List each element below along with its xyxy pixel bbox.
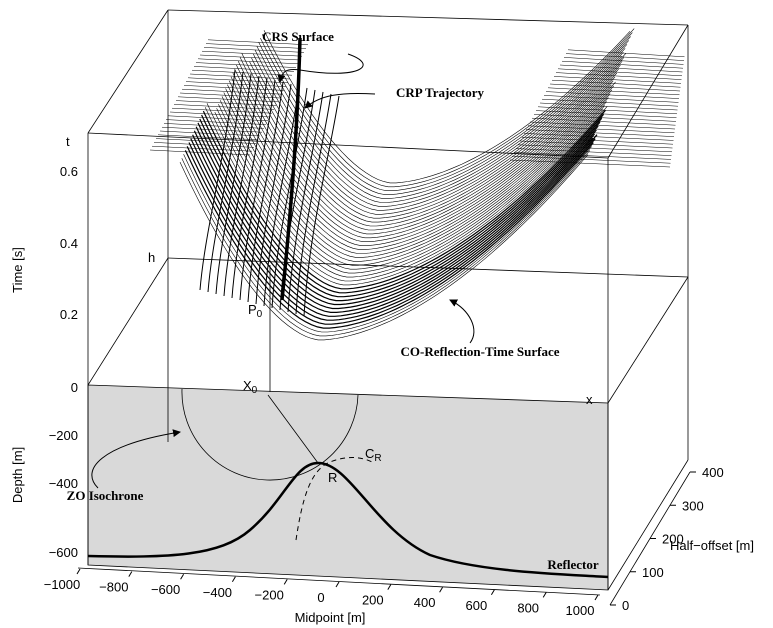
tick-mark [284,579,287,584]
figure: CRS Surface CRP Trajectory CO-Reflection… [0,0,773,628]
tick-label: −200 [255,587,284,602]
co-curve [196,126,598,305]
tick-label: −600 [151,582,180,597]
flat-line [568,50,685,57]
flat-line [546,92,679,99]
axis-title: Depth [m] [10,447,25,503]
tick-mark [388,585,391,590]
annotation: CRP Trajectory [396,85,484,100]
tick-mark [336,582,339,587]
crs-line [200,70,235,290]
flat-line [552,80,681,87]
flat-line [548,88,680,95]
tick-label: 100 [642,565,664,580]
flat-line [536,111,677,118]
tick-label: −600 [49,545,78,560]
annotation: CRS Surface [262,29,334,44]
point-label: P0 [248,302,263,320]
flat-line [166,120,266,125]
co-curve [193,134,595,313]
flat-line [190,74,290,79]
flat-line [202,51,302,56]
co-curve [260,33,632,191]
tick-mark [440,587,443,592]
flat-line [550,84,680,91]
tick-label: 300 [682,498,704,513]
flat-line [172,108,272,113]
flat-line [164,123,264,128]
tick-label: 0 [317,590,324,605]
axis-title: Time [s] [10,247,25,293]
tick-label: 0 [622,598,629,613]
tick-label: 400 [414,595,436,610]
flat-line [544,95,679,102]
tick-label: −400 [203,585,232,600]
flat-line [192,70,292,75]
annotation: CO-Reflection-Time Surface [401,344,560,359]
tick-mark [77,569,80,574]
axis-title: Midpoint [m] [295,610,366,625]
tick-label: 0.6 [60,164,78,179]
co-curve [200,118,602,297]
flat-line [170,112,270,117]
flat-line [562,61,683,68]
crs-line [208,72,243,292]
flat-line [198,59,298,64]
tick-mark [232,577,235,582]
reflection-surface [150,29,685,340]
point-label: h [148,250,155,265]
tick-label: 600 [466,598,488,613]
tick-mark [129,572,132,577]
flat-line [538,107,677,114]
tick-label: −200 [49,428,78,443]
flat-line [184,85,284,90]
flat-line [206,44,306,49]
co-curve [255,44,627,202]
tick-label: 800 [517,600,539,615]
co-curve [215,106,605,278]
flat-line [510,160,670,167]
flat-line [534,114,676,121]
tick-mark [181,574,184,579]
flat-line [204,47,304,52]
tick-label: −800 [99,580,128,595]
flat-line [560,65,683,72]
point-label: t [66,134,70,149]
depth-plane [88,385,608,590]
annotation: ZO Isochrone [67,488,144,503]
tick-label: 400 [702,465,724,480]
flat-line [556,73,682,80]
flat-line [564,57,684,64]
tick-label: 1000 [566,603,595,618]
flat-line [532,118,676,125]
flat-line [542,99,678,106]
co-curve [198,122,600,301]
annotation: Reflector [547,557,598,572]
tick-mark [543,592,546,597]
flat-line [558,69,682,76]
point-label: x [586,392,593,407]
tick-label: −1000 [44,577,81,592]
tick-mark [491,590,494,595]
tick-label: 200 [662,532,684,547]
flat-line [540,103,678,110]
flat-line [188,78,288,83]
point-label: R [328,470,337,485]
tick-mark [595,595,598,600]
tick-label: 0.4 [60,236,78,251]
tick-label: 0.2 [60,307,78,322]
flat-line [186,82,286,87]
tick-label: 200 [362,593,384,608]
tick-label: −400 [49,476,78,491]
flat-line [200,55,300,60]
flat-line [554,76,681,83]
tick-label: 0 [71,380,78,395]
co-curve [191,138,593,316]
co-curve [257,40,629,198]
